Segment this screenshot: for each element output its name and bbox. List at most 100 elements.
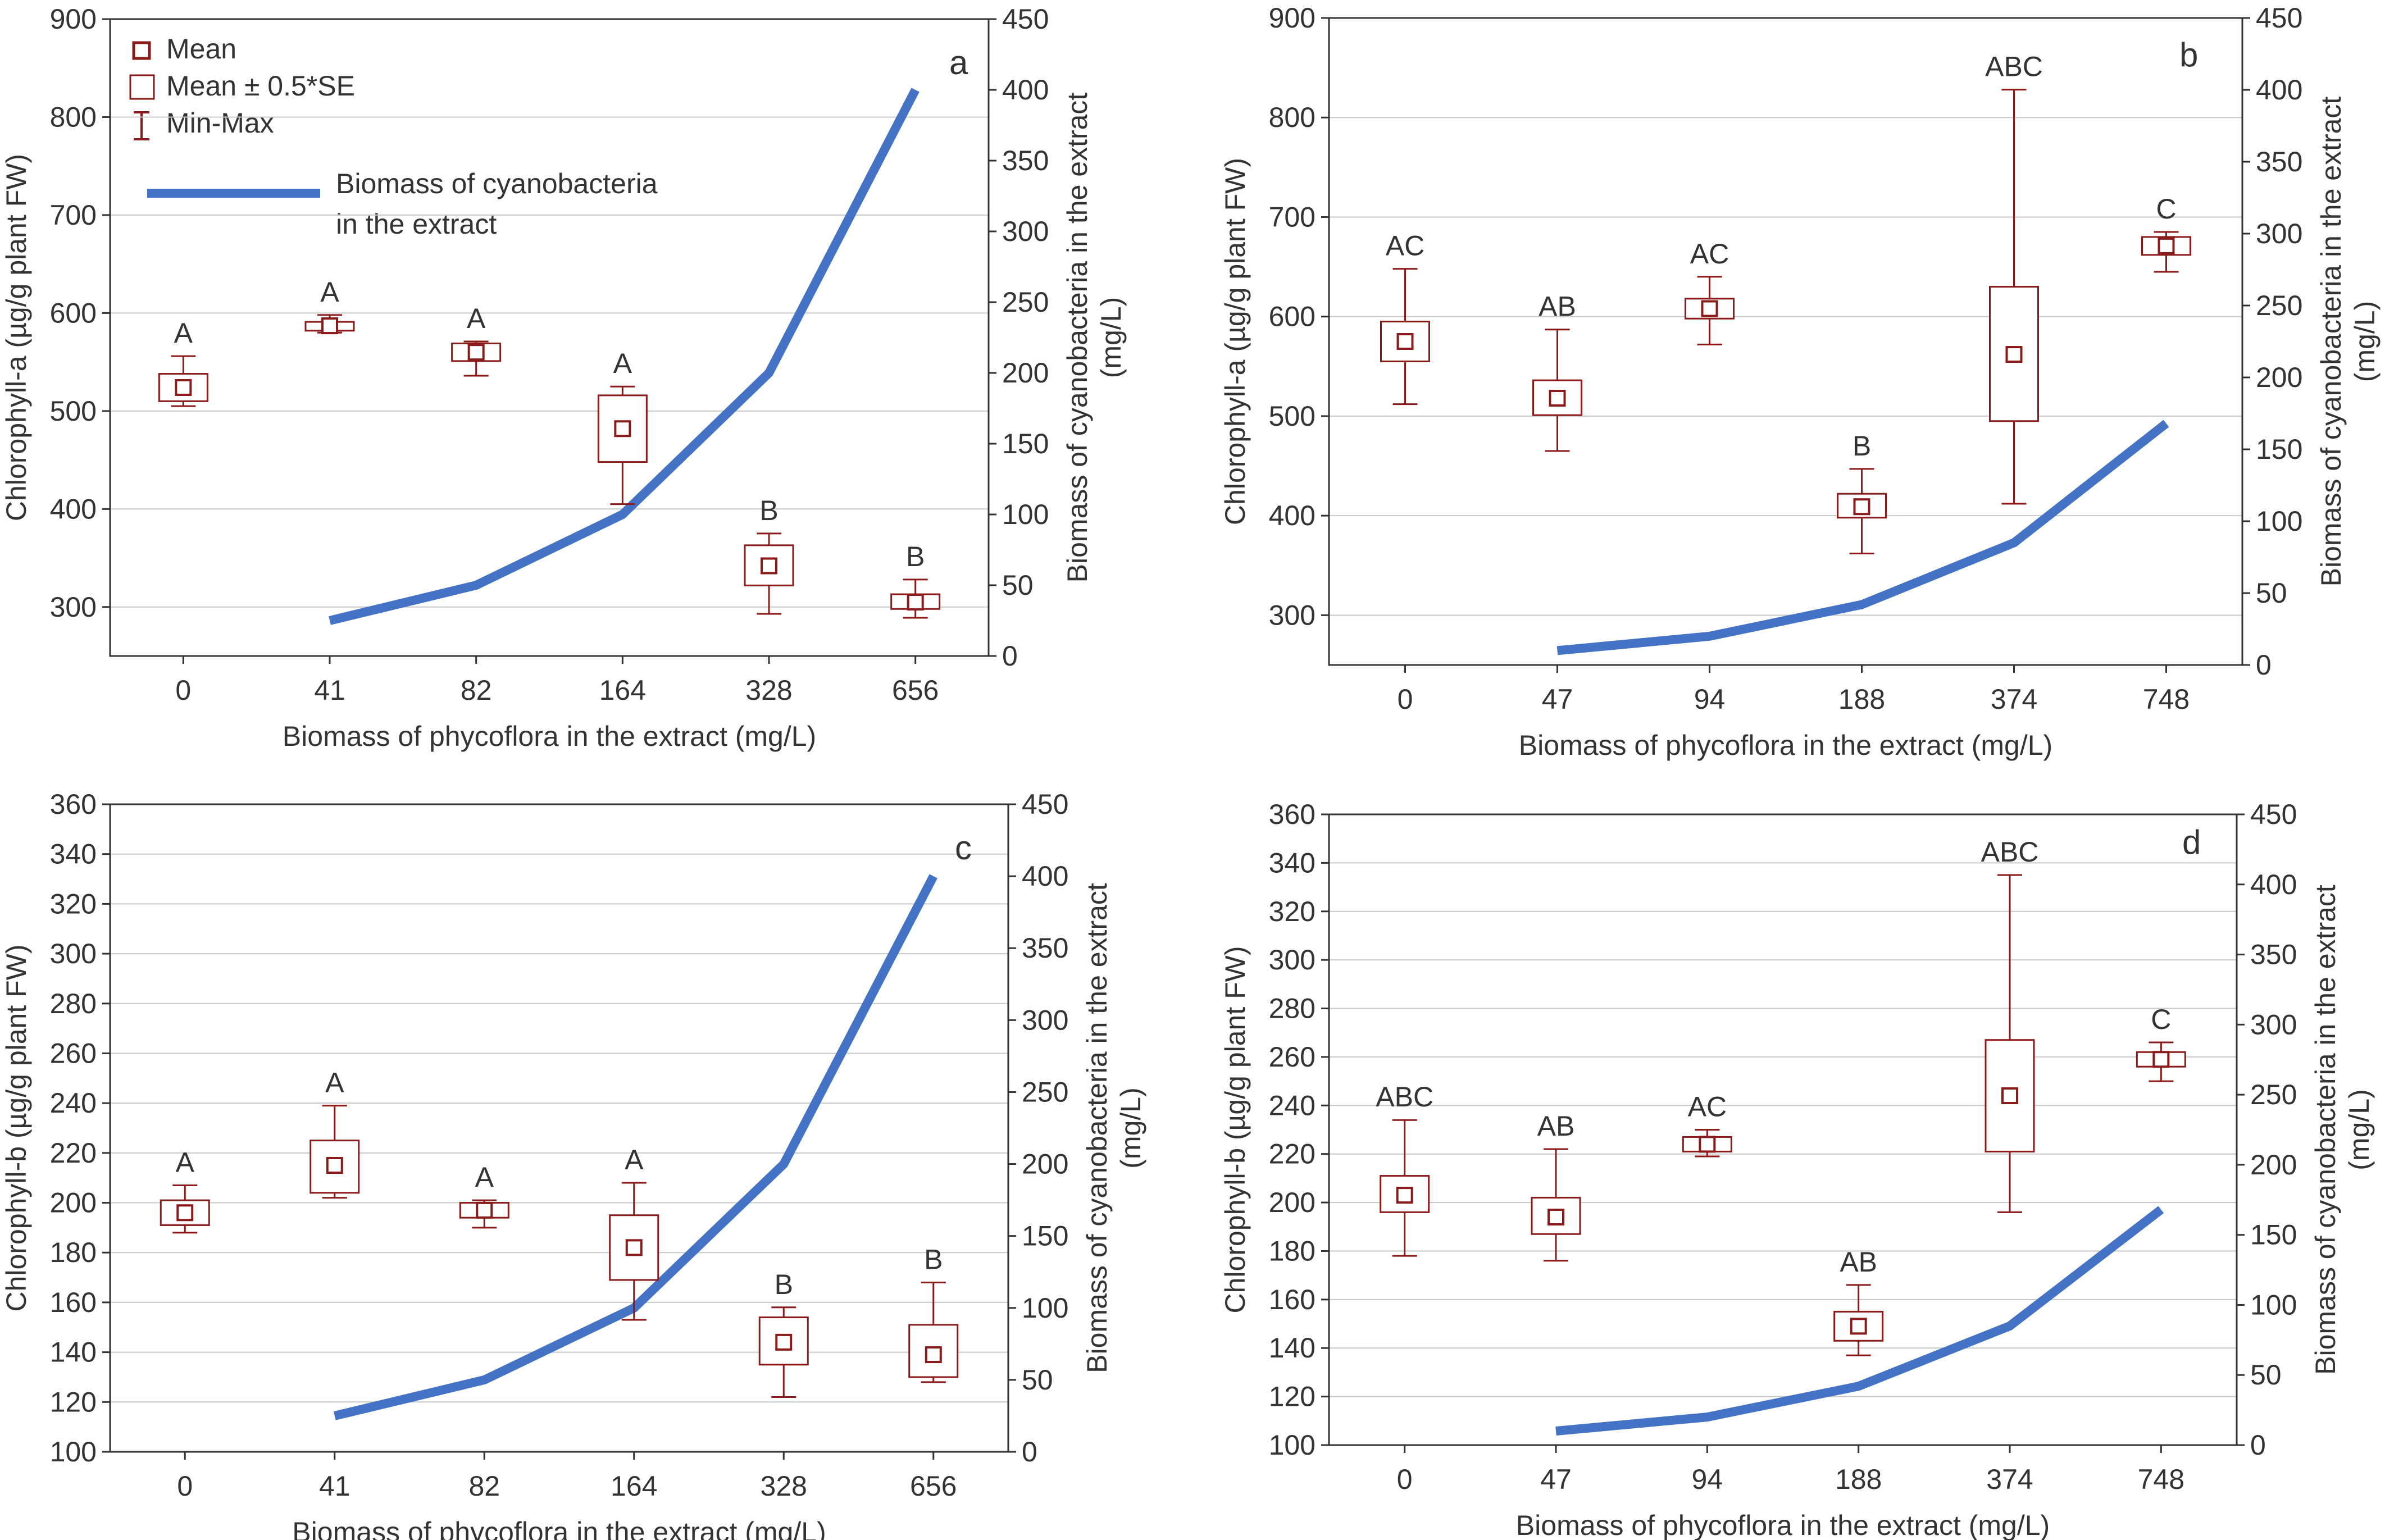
x-tick-label: 188 [1835,1464,1882,1495]
significance-letter: A [176,1146,195,1178]
mean-marker [326,1157,343,1174]
box-plot-188: B [1837,430,1887,555]
y-tick-label: 800 [50,101,97,133]
box-plot-164: A [597,348,648,505]
y2-tick-label: 250 [2256,290,2302,321]
y-tick-label: 200 [1269,1187,1316,1218]
y-axis-title: Chlorophyll-b (µg/g plant FW) [1219,946,1251,1313]
x-tick-label: 748 [2138,1464,2184,1495]
box-plot-47: AB [1531,1110,1581,1262]
y2-axis-title-units: (mg/L) [2343,1089,2375,1170]
x-tick-label: 82 [468,1470,500,1502]
y-tick-label: 280 [1269,993,1316,1024]
y-tick-label: 400 [50,493,97,525]
chart-panel-a: 300 400 500 600 700 800 900 0 50 100 150 200 250 300 3… [1,3,1127,752]
box-plot-164: A [609,1144,659,1321]
box-plot-0: ABC [1376,1081,1433,1257]
y2-axis-title: Biomass of cyanobacteria in the extract [2315,97,2347,587]
x-tick-label: 0 [1397,1464,1413,1495]
box-plot-656: B [890,541,941,619]
mean-marker [907,594,924,611]
y-tick-label: 100 [1269,1429,1316,1461]
y2-tick-label: 300 [1022,1004,1068,1036]
significance-letter: ABC [1376,1081,1433,1113]
mean-marker [476,1201,493,1219]
y-tick-label: 360 [50,789,97,820]
y2-tick-label: 100 [1002,499,1049,530]
y2-tick-label: 100 [2256,505,2302,537]
legend-minmax-label: Min-Max [166,107,274,139]
y-tick-label: 500 [50,395,97,427]
legend-minmax-marker [134,111,149,140]
y-tick-label: 160 [1269,1284,1316,1315]
y2-tick-label: 450 [1002,3,1049,35]
y-tick-label: 500 [1269,400,1316,432]
y2-tick-label: 400 [2256,74,2302,106]
y-tick-label: 700 [1269,201,1316,233]
y2-tick-label: 350 [2250,939,2297,971]
x-tick-label: 656 [910,1470,957,1502]
x-tick-label: 94 [1692,1464,1723,1495]
y-tick-label: 140 [1269,1332,1316,1364]
y-tick-label: 240 [50,1087,97,1119]
legend-mean-marker [132,41,151,60]
y-tick-label: 120 [1269,1381,1316,1413]
cyanobacteria-line [329,88,920,625]
y2-tick-label: 0 [1022,1436,1037,1468]
y2-tick-label: 400 [2250,869,2297,900]
x-tick-label: 41 [319,1470,351,1502]
y2-tick-label: 150 [1002,428,1049,459]
x-tick-label: 328 [761,1470,807,1502]
y-tick-label: 180 [1269,1235,1316,1266]
significance-letter: A [475,1161,494,1193]
x-axis-title: Biomass of phycoflora in the extract (mg… [292,1516,826,1540]
mean-marker [2005,346,2023,363]
y2-tick-label: 200 [2250,1149,2297,1181]
y-tick-label: 280 [50,988,97,1019]
legend-line-label-2: in the extract [336,208,497,240]
plot-frame [1328,813,2238,1446]
panel-label: b [2179,36,2198,74]
significance-letter: A [467,303,486,334]
significance-letter: A [174,317,193,349]
y-tick-label: 260 [1269,1041,1316,1073]
significance-letter: B [759,495,778,526]
significance-letter: B [906,541,925,572]
mean-marker [775,1333,793,1351]
mean-marker [925,1346,942,1364]
y-tick-label: 600 [50,297,97,329]
y-axis-title: Chlorophyll-a (µg/g plant FW) [1219,158,1251,525]
mean-marker [1853,498,1870,516]
y2-tick-label: 100 [1022,1292,1068,1324]
significance-letter: B [924,1243,943,1275]
significance-letter: C [2156,193,2176,225]
x-tick-label: 164 [599,675,646,706]
y-tick-label: 320 [50,888,97,919]
plot-frame [109,18,990,657]
y2-tick-label: 450 [1022,789,1068,820]
x-tick-label: 47 [1540,1464,1572,1495]
y2-tick-label: 50 [2256,577,2287,609]
y-tick-label: 200 [50,1187,97,1219]
box-plot-328: B [744,495,794,615]
mean-marker [175,379,192,396]
mean-marker [2158,237,2175,254]
y-tick-label: 220 [1269,1138,1316,1170]
y-tick-label: 700 [50,199,97,231]
y-axis-title: Chlorophyll-b (µg/g plant FW) [1,944,32,1311]
y2-tick-label: 0 [1002,640,1018,672]
mean-marker [1701,300,1718,317]
x-tick-label: 374 [1986,1464,2033,1495]
y2-tick-label: 200 [1002,357,1049,389]
cyanobacteria-line [1556,420,2169,655]
y-tick-label: 120 [50,1386,97,1418]
box-plot-82: A [459,1161,509,1229]
x-tick-label: 82 [461,675,492,706]
mean-marker [761,557,777,575]
chart-panel-c: 100 120 140 160 180 200 220 240 260 280 300 320 340 3… [1,789,1146,1540]
y-tick-label: 400 [1269,500,1316,531]
x-tick-label: 328 [745,675,792,706]
box-plot-94: AC [1682,1091,1732,1158]
x-tick-label: 374 [1991,684,2037,715]
box-plot-374: ABC [1981,836,2038,1213]
